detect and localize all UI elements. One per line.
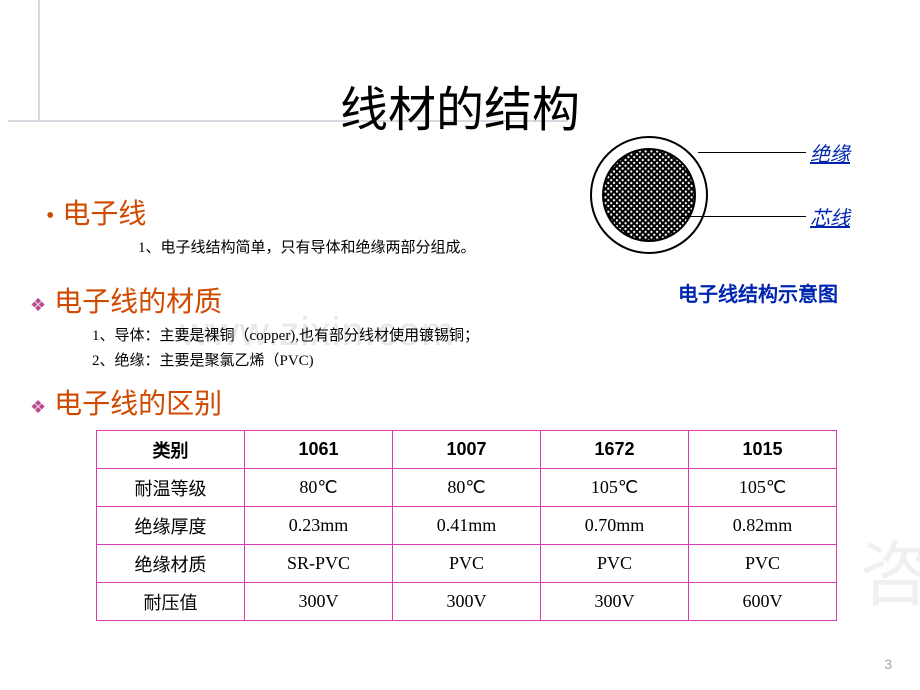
table-cell: 0.41mm <box>393 507 541 545</box>
diagram-label-insulation: 绝缘 <box>810 138 850 167</box>
table-cell: 105℃ <box>689 469 837 507</box>
wire-comparison-table: 类别 1061 1007 1672 1015 耐温等级 80℃ 80℃ 105℃… <box>96 430 837 621</box>
table-cell: 80℃ <box>245 469 393 507</box>
table-cell: SR-PVC <box>245 545 393 583</box>
core-circle <box>602 148 696 242</box>
section3-heading: ❖ 电子线的区别 <box>30 382 222 422</box>
diagram-label-core: 芯线 <box>810 202 850 231</box>
watermark-corner: 咨 <box>860 519 920 620</box>
table-row: 绝缘材质 SR-PVC PVC PVC PVC <box>97 545 837 583</box>
section2-heading-text: 电子线的材质 <box>54 287 222 318</box>
table-cell: 1015 <box>689 431 837 469</box>
diagram-caption: 电子线结构示意图 <box>678 278 838 307</box>
table-cell: 1061 <box>245 431 393 469</box>
table-header-row: 类别 1061 1007 1672 1015 <box>97 431 837 469</box>
diamond-bullet-icon: ❖ <box>30 397 46 417</box>
table-cell: 105℃ <box>541 469 689 507</box>
table-cell: PVC <box>393 545 541 583</box>
section1-heading: • 电子线 <box>46 192 476 232</box>
table-row: 耐温等级 80℃ 80℃ 105℃ 105℃ <box>97 469 837 507</box>
table-cell: PVC <box>541 545 689 583</box>
section2-line1: 1、导体：主要是裸铜（copper),也有部分线材使用镀锡铜； <box>92 324 479 345</box>
table-row: 耐压值 300V 300V 300V 600V <box>97 583 837 621</box>
table-cell: 0.23mm <box>245 507 393 545</box>
table-cell: 类别 <box>97 431 245 469</box>
table-cell: 绝缘厚度 <box>97 507 245 545</box>
table-cell: 1672 <box>541 431 689 469</box>
table-cell: 300V <box>541 583 689 621</box>
table-cell: PVC <box>689 545 837 583</box>
table-cell: 300V <box>245 583 393 621</box>
section-difference: ❖ 电子线的区别 <box>30 382 222 422</box>
section2-heading: ❖ 电子线的材质 <box>30 280 479 320</box>
table-cell: 0.82mm <box>689 507 837 545</box>
section-electronic-wire: • 电子线 1、电子线结构简单，只有导体和绝缘两部分组成。 <box>46 192 476 257</box>
section2-line2: 2、绝缘：主要是聚氯乙烯（PVC) <box>92 349 479 370</box>
table-cell: 600V <box>689 583 837 621</box>
page-number: 3 <box>884 656 892 672</box>
table-cell: 耐温等级 <box>97 469 245 507</box>
table-cell: 300V <box>393 583 541 621</box>
section-material: ❖电子线的材质 1、导体：主要是裸铜（copper),也有部分线材使用镀锡铜； … <box>30 280 479 370</box>
table-cell: 1007 <box>393 431 541 469</box>
table-cell: 80℃ <box>393 469 541 507</box>
table-cell: 绝缘材质 <box>97 545 245 583</box>
table-row: 绝缘厚度 0.23mm 0.41mm 0.70mm 0.82mm <box>97 507 837 545</box>
section1-heading-text: 电子线 <box>62 199 146 230</box>
leader-line-core <box>680 216 806 217</box>
table-cell: 耐压值 <box>97 583 245 621</box>
leader-line-insulation <box>698 152 806 153</box>
section3-heading-text: 电子线的区别 <box>54 389 222 420</box>
table-cell: 0.70mm <box>541 507 689 545</box>
bullet-dot-icon: • <box>46 203 54 229</box>
wire-structure-diagram: 绝缘 芯线 电子线结构示意图 <box>570 130 890 300</box>
section1-line1: 1、电子线结构简单，只有导体和绝缘两部分组成。 <box>138 236 476 257</box>
diamond-bullet-icon: ❖ <box>30 295 46 315</box>
